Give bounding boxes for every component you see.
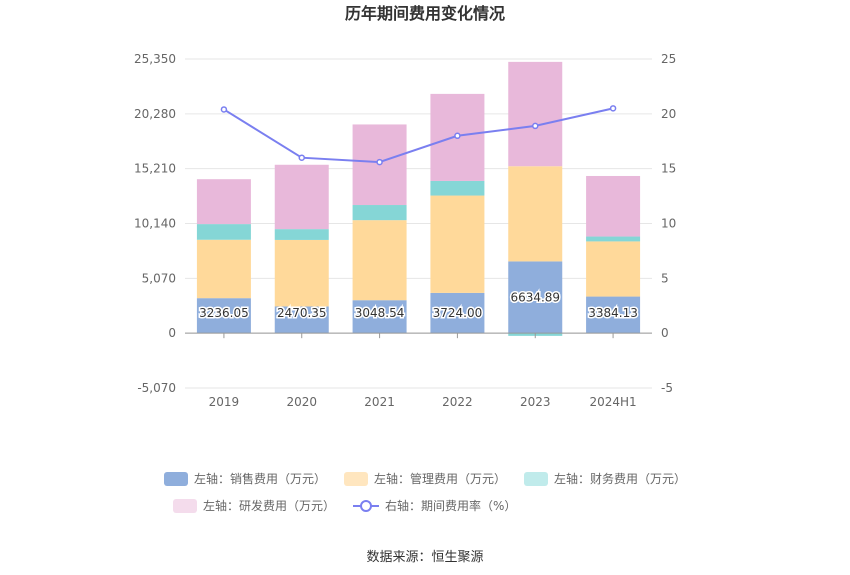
legend-label-rate: 右轴：期间费用率（%） <box>385 499 517 513</box>
x-axis: 2019 2020 2021 2022 2023 2024H1 <box>185 332 652 409</box>
legend-swatch-finance <box>524 471 548 486</box>
x-tick-label: 2023 <box>520 395 551 409</box>
bar-segment-3-5[interactable] <box>586 175 641 237</box>
bar-segment-0-5[interactable] <box>586 296 641 334</box>
left-tick-label: 5,070 <box>142 271 176 285</box>
legend: 左轴：销售费用（万元） 左轴：管理费用（万元） 左轴：财务费用（万元） 左轴：研… <box>0 470 850 524</box>
bar-segment-2-0[interactable] <box>196 224 251 240</box>
right-tick-label: 5 <box>661 271 669 285</box>
bar-segment-1-3[interactable] <box>430 195 485 293</box>
left-tick-label: 10,140 <box>134 217 176 231</box>
rate-point-1[interactable] <box>298 154 305 161</box>
data-labels: 3236.05 2470.35 3048.54 3724.00 6634.89 3384.… <box>198 289 640 322</box>
rate-line <box>223 107 614 164</box>
x-tick-label: 2020 <box>286 395 317 409</box>
legend-item-rd[interactable]: 左轴：研发费用（万元） <box>173 497 335 514</box>
sales-data-label: 3724.00 <box>433 306 483 320</box>
bar-segment-2-3[interactable] <box>430 180 485 196</box>
bar-segment-3-4[interactable] <box>508 61 563 167</box>
sales-data-label: 3384.13 <box>588 306 638 320</box>
bar-segment-0-0[interactable] <box>196 298 251 334</box>
rate-point-2[interactable] <box>376 158 383 166</box>
legend-label-finance: 左轴：财务费用（万元） <box>554 472 687 486</box>
legend-label-sales: 左轴：销售费用（万元） <box>193 472 326 486</box>
legend-label-rd: 左轴：研发费用（万元） <box>203 499 336 513</box>
legend-item-admin[interactable]: 左轴：管理费用（万元） <box>343 470 506 487</box>
bar-segment-0-1[interactable] <box>274 306 329 334</box>
bar-segment-1-1[interactable] <box>274 239 329 307</box>
bar-segment-1-2[interactable] <box>352 220 407 301</box>
legend-swatch-rate <box>353 499 380 513</box>
bar-segment-3-0[interactable] <box>196 179 251 225</box>
bar-segment-2-5[interactable] <box>586 236 641 242</box>
left-tick-label: 25,350 <box>134 52 176 66</box>
bar-segment-0-2[interactable] <box>352 300 407 334</box>
legend-swatch-sales <box>163 471 188 486</box>
legend-item-finance[interactable]: 左轴：财务费用（万元） <box>524 470 686 487</box>
sales-data-label: 3236.05 <box>199 306 249 320</box>
right-tick-label: 20 <box>661 107 676 121</box>
left-tick-label: -5,070 <box>137 381 176 395</box>
grid-lines <box>185 58 652 389</box>
sales-data-label: 6634.89 <box>510 290 560 304</box>
rate-point-4[interactable] <box>532 122 539 130</box>
legend-item-sales[interactable]: 左轴：销售费用（万元） <box>163 470 326 487</box>
source-note: 数据来源：恒生聚源 <box>366 550 484 565</box>
rate-point-0[interactable] <box>220 106 228 113</box>
left-tick-label: 20,280 <box>134 107 176 121</box>
bar-segment-1-4[interactable] <box>508 166 563 262</box>
x-tick-label: 2019 <box>209 395 240 409</box>
bar-segment-0-4[interactable] <box>508 261 563 334</box>
bar-segment-2-2[interactable] <box>352 205 407 221</box>
chart-title: 历年期间费用变化情况 <box>345 4 505 23</box>
left-axis-ticks: -5,070 0 5,070 10,140 15,210 20,280 25,350 <box>134 52 176 395</box>
legend-item-rate[interactable]: 右轴：期间费用率（%） <box>353 497 516 514</box>
chart: 历年期间费用变化情况 -5,070 0 5,070 10,140 15,210 20,28… <box>134 4 676 409</box>
right-tick-label: 0 <box>661 326 669 340</box>
bar-segment-1-0[interactable] <box>196 239 251 299</box>
right-tick-label: 10 <box>661 217 676 231</box>
x-tick-label: 2024H1 <box>589 395 636 409</box>
right-tick-label: 25 <box>661 52 676 66</box>
bar-series <box>196 61 641 336</box>
sales-data-label: 2470.35 <box>277 306 327 320</box>
legend-swatch-rd <box>173 498 197 513</box>
bar-segment-0-3[interactable] <box>430 292 485 334</box>
rate-point-3[interactable] <box>454 132 461 140</box>
x-tick-label: 2022 <box>442 395 473 409</box>
legend-swatch-admin <box>343 471 368 486</box>
right-axis-ticks: -5 0 5 10 15 20 25 <box>661 52 676 395</box>
bar-segment-3-1[interactable] <box>274 164 329 230</box>
bar-segment-2-1[interactable] <box>274 229 329 240</box>
sales-data-label: 3048.54 <box>355 306 405 320</box>
right-tick-label: 15 <box>661 162 676 176</box>
rate-line-series <box>220 105 617 166</box>
bar-segment-1-5[interactable] <box>586 241 641 297</box>
left-tick-label: 15,210 <box>134 162 176 176</box>
right-tick-label: -5 <box>661 381 673 395</box>
rate-point-5[interactable] <box>609 105 617 112</box>
legend-label-admin: 左轴：管理费用（万元） <box>373 472 506 486</box>
x-tick-label: 2021 <box>364 395 395 409</box>
left-tick-label: 0 <box>168 326 176 340</box>
